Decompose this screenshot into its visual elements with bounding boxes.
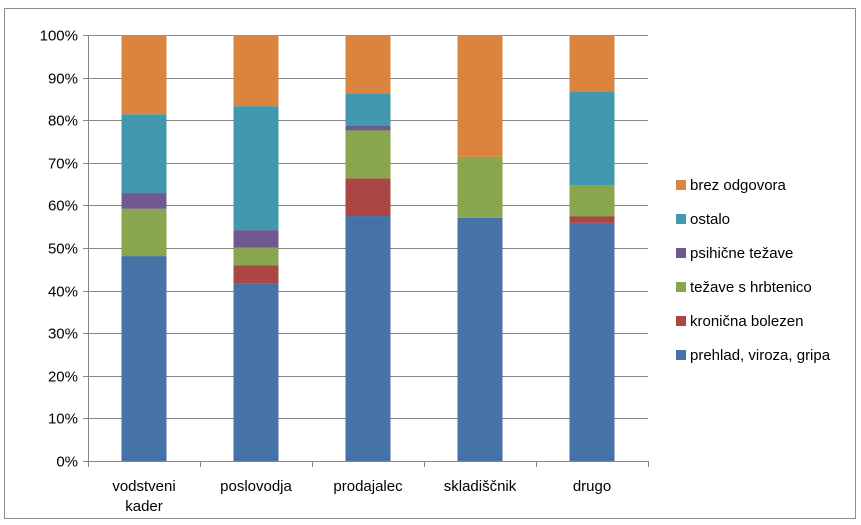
- bar-segment: [569, 35, 615, 92]
- legend-swatch: [676, 316, 686, 326]
- legend-swatch: [676, 180, 686, 190]
- bar-segment: [569, 185, 615, 217]
- y-tick-label: 100%: [40, 28, 78, 45]
- axes: [83, 35, 649, 467]
- legend-label: brez odgovora: [690, 177, 787, 194]
- legend-swatch: [676, 350, 686, 360]
- bar-segment: [121, 256, 167, 461]
- x-category-label: drugo: [573, 478, 611, 495]
- y-tick-label: 60%: [48, 198, 78, 215]
- bar-segment: [121, 208, 167, 257]
- legend-swatch: [676, 282, 686, 292]
- bar-segment: [345, 93, 391, 126]
- bar-segment: [233, 230, 279, 248]
- bar-segment: [457, 217, 503, 461]
- y-tick-label: 80%: [48, 113, 78, 130]
- y-tick-label: 10%: [48, 411, 78, 428]
- x-category-label: prodajalec: [333, 478, 403, 495]
- x-category-label: vodstveni: [112, 478, 175, 495]
- x-category-label: skladiščnik: [444, 478, 517, 495]
- x-category-label: poslovodja: [220, 478, 292, 495]
- bar-segment: [569, 222, 615, 461]
- bar-segment: [569, 216, 615, 223]
- bar-segment: [457, 156, 503, 218]
- y-axis-tick-labels: 0% 10% 20% 30% 40% 50% 60% 70% 80% 90% 100%: [40, 28, 78, 471]
- bar-segment: [121, 193, 167, 209]
- legend-label: prehlad, viroza, gripa: [690, 347, 831, 364]
- bar-segment: [233, 35, 279, 107]
- bar-segment: [345, 216, 391, 461]
- bar-segment: [121, 35, 167, 115]
- y-tick-label: 70%: [48, 156, 78, 173]
- bar-segment: [569, 91, 615, 186]
- legend-swatch: [676, 248, 686, 258]
- legend: brez odgovora ostalo psihične težave težave…: [676, 177, 831, 364]
- bar-segment: [457, 35, 503, 157]
- bar-segment: [345, 125, 391, 131]
- bar-segment: [233, 265, 279, 284]
- y-tick-label: 50%: [48, 241, 78, 258]
- bar-segment: [345, 130, 391, 179]
- bar-segment: [233, 283, 279, 461]
- y-tick-label: 0%: [56, 454, 78, 471]
- y-tick-label: 90%: [48, 71, 78, 88]
- bars: [121, 35, 615, 461]
- legend-label: težave s hrbtenico: [690, 279, 812, 296]
- bar-segment: [233, 106, 279, 231]
- legend-swatch: [676, 214, 686, 224]
- x-category-label: kader: [125, 498, 163, 515]
- x-axis-category-labels: vodstveni kader poslovodja prodajalec skladi…: [112, 478, 611, 515]
- bar-segment: [233, 247, 279, 266]
- legend-label: psihične težave: [690, 245, 793, 262]
- y-tick-label: 40%: [48, 284, 78, 301]
- y-tick-label: 20%: [48, 369, 78, 386]
- legend-label: ostalo: [690, 211, 730, 228]
- bar-segment: [345, 35, 391, 94]
- legend-label: kronična bolezen: [690, 313, 803, 330]
- bar-segment: [121, 114, 167, 194]
- bar-segment: [345, 178, 391, 217]
- y-tick-label: 30%: [48, 326, 78, 343]
